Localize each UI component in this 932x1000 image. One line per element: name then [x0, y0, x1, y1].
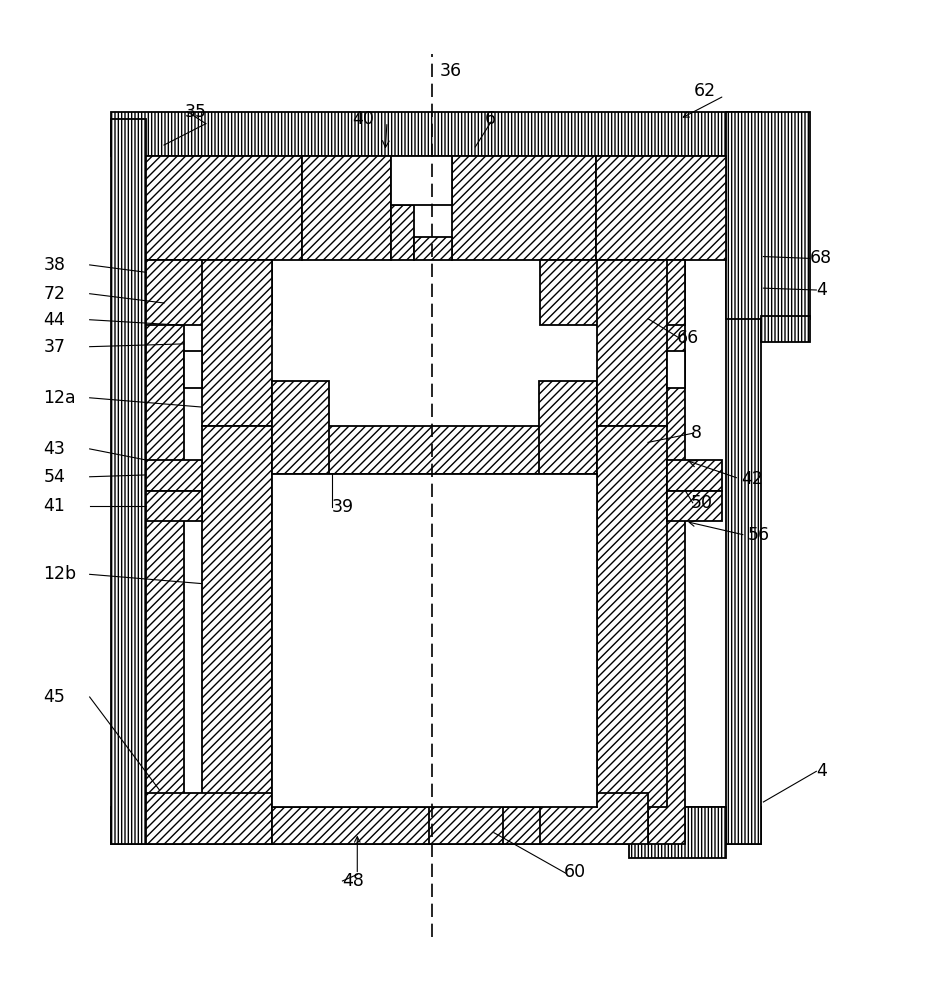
Bar — [666, 460, 722, 491]
Bar — [541, 260, 685, 325]
Text: 6: 6 — [485, 110, 496, 128]
Bar — [541, 793, 648, 844]
Bar — [272, 381, 329, 474]
Bar — [666, 491, 722, 521]
Text: 12b: 12b — [43, 565, 76, 583]
Text: 36: 36 — [440, 62, 462, 80]
Bar — [391, 156, 452, 205]
Text: 38: 38 — [43, 256, 65, 274]
Bar — [540, 381, 597, 474]
Text: 41: 41 — [43, 497, 65, 515]
Text: 72: 72 — [43, 285, 65, 303]
Bar — [272, 426, 597, 474]
Bar — [146, 260, 272, 325]
Text: 45: 45 — [43, 688, 65, 706]
Text: 35: 35 — [185, 103, 207, 121]
Bar — [414, 237, 452, 260]
Text: 48: 48 — [342, 872, 364, 890]
Text: 68: 68 — [810, 249, 832, 267]
Text: 60: 60 — [564, 863, 585, 881]
Bar — [648, 260, 685, 844]
Text: 37: 37 — [43, 338, 65, 356]
Bar — [146, 260, 184, 844]
Text: 66: 66 — [677, 329, 699, 347]
Text: 42: 42 — [741, 470, 763, 488]
Bar — [628, 807, 726, 858]
Text: 12a: 12a — [43, 389, 75, 407]
Bar — [202, 260, 272, 426]
Text: 44: 44 — [43, 311, 65, 329]
Bar — [666, 351, 685, 388]
Bar — [391, 156, 452, 205]
Text: 62: 62 — [693, 82, 716, 100]
Bar — [202, 426, 272, 807]
Bar — [429, 793, 503, 844]
Bar — [761, 316, 810, 342]
Bar — [111, 112, 761, 156]
Bar — [146, 460, 202, 491]
Bar — [726, 119, 761, 844]
Bar — [302, 156, 391, 260]
Text: 8: 8 — [691, 424, 702, 442]
Bar — [184, 351, 202, 388]
Bar — [726, 112, 810, 319]
Bar — [111, 807, 761, 844]
Text: 40: 40 — [352, 110, 375, 128]
Bar — [391, 205, 414, 260]
Bar — [597, 260, 666, 426]
Text: 54: 54 — [43, 468, 65, 486]
Text: 4: 4 — [816, 281, 828, 299]
Bar — [272, 474, 597, 807]
Bar — [111, 119, 146, 844]
Text: 43: 43 — [43, 440, 65, 458]
Bar — [184, 351, 202, 388]
Text: 39: 39 — [331, 498, 353, 516]
Bar — [272, 807, 597, 844]
Bar — [666, 351, 685, 388]
Bar — [597, 426, 666, 807]
Bar — [146, 491, 202, 521]
Text: 50: 50 — [691, 494, 713, 512]
Bar — [146, 793, 272, 844]
Text: 4: 4 — [816, 762, 828, 780]
Bar — [452, 156, 596, 260]
Text: 56: 56 — [747, 526, 770, 544]
Bar — [596, 156, 726, 260]
Bar — [146, 156, 302, 260]
